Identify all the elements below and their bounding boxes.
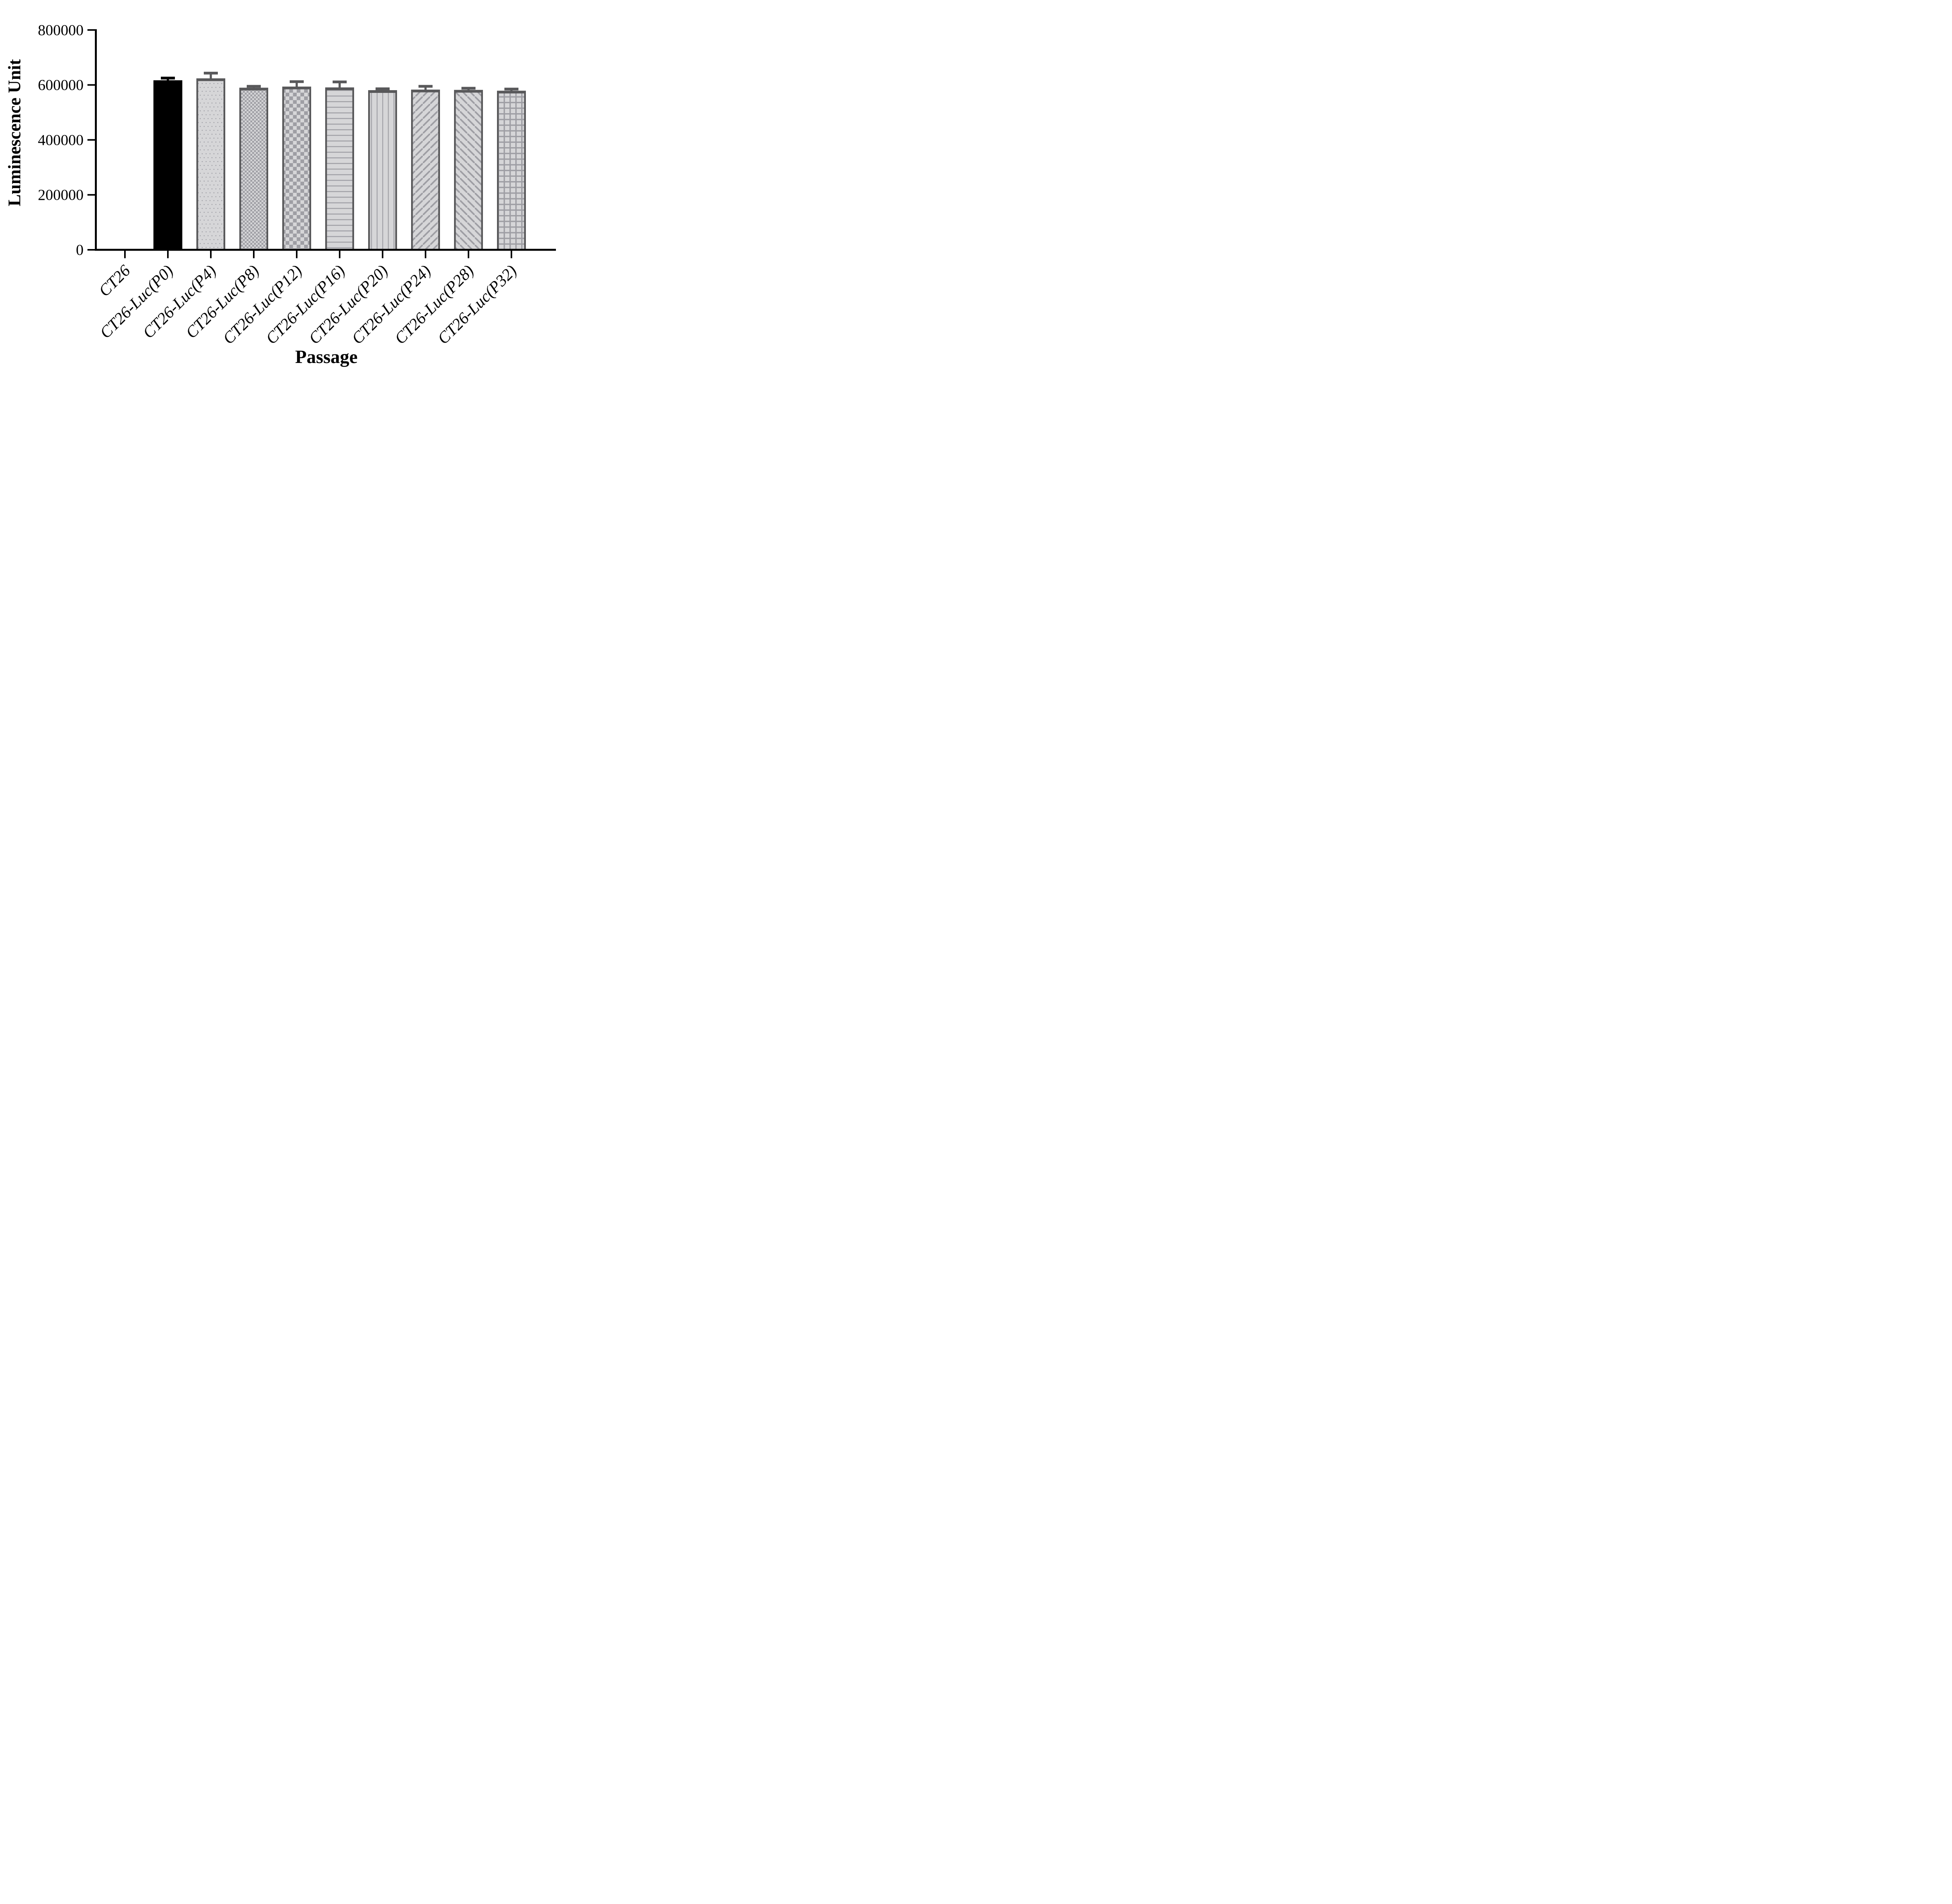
y-axis-title: Luminescence Unit: [4, 59, 24, 206]
bar-chart: 0 200000 400000 600000 800000 CT26CT26-Luc(P0…: [4, 22, 556, 367]
error-bar-cap: [376, 87, 390, 90]
y-tick-label: 400000: [38, 132, 84, 148]
y-tick-label: 200000: [38, 187, 84, 203]
x-tick: [382, 251, 383, 258]
error-bar-cap: [461, 87, 476, 90]
bar-fill-pattern: [456, 93, 481, 249]
bar-group-CT26-Luc(P8): [239, 85, 268, 250]
error-bar-stem: [424, 86, 427, 93]
bar-fill-pattern: [241, 90, 267, 249]
bar-group-CT26-Luc(P32): [497, 87, 526, 250]
bar-group-CT26-Luc(P16): [325, 80, 354, 250]
error-bar-cap: [161, 77, 175, 80]
x-category-label-CT26-Luc(P4): CT26-Luc(P4): [139, 262, 220, 342]
y-tick: [87, 139, 95, 141]
x-tick: [253, 251, 255, 258]
x-category-label-CT26-Luc(P32): CT26-Luc(P32): [434, 262, 520, 348]
error-bar-cap: [504, 87, 518, 91]
y-tick: [87, 29, 95, 31]
error-bar-cap: [204, 71, 218, 75]
error-bar-cap: [290, 80, 304, 83]
x-category-label-CT26-Luc(P0): CT26-Luc(P0): [96, 262, 177, 342]
bar-CT26-Luc(P0): [153, 80, 182, 250]
y-tick-label: 600000: [38, 77, 84, 94]
x-category-label-CT26: CT26: [96, 262, 134, 301]
bar-fill-pattern: [198, 81, 224, 249]
error-bar-stem: [338, 82, 341, 90]
error-bar-stem: [210, 73, 212, 81]
y-tick: [87, 249, 95, 251]
bar-fill-pattern: [327, 90, 353, 249]
y-tick: [87, 84, 95, 86]
y-tick-label: 0: [76, 242, 84, 258]
x-tick: [167, 251, 169, 258]
bar-fill-pattern: [284, 89, 310, 249]
x-tick: [210, 251, 212, 258]
error-bar-stem: [296, 82, 298, 89]
y-tick: [87, 194, 95, 196]
x-tick: [511, 251, 512, 258]
figure: 0 200000 400000 600000 800000 CT26 CT26-Luc(P0…: [0, 0, 561, 381]
bar-fill-pattern: [499, 93, 524, 249]
axes-layer: [87, 29, 556, 258]
error-bar-cap: [333, 80, 347, 84]
y-axis-line: [95, 29, 97, 251]
x-tick: [425, 251, 426, 258]
bar-group-CT26-Luc(P28): [454, 87, 483, 250]
x-axis-title: Passage: [295, 347, 358, 367]
bar-group-CT26-Luc(P0): [153, 77, 182, 250]
x-tick: [296, 251, 297, 258]
x-axis-line: [95, 249, 556, 251]
x-tick: [468, 251, 469, 258]
bar-fill-pattern: [370, 93, 395, 249]
bar-fill-pattern: [413, 92, 438, 249]
x-tick: [339, 251, 340, 258]
bar-group-CT26-Luc(P20): [368, 87, 397, 250]
error-bar-cap: [247, 85, 261, 88]
bar-group-CT26-Luc(P12): [282, 80, 311, 250]
y-tick-label: 800000: [38, 22, 84, 39]
x-category-label-CT26-Luc(P8): CT26-Luc(P8): [182, 262, 263, 342]
bar-group-CT26-Luc(P24): [411, 85, 440, 250]
error-bar-cap: [419, 85, 433, 88]
x-tick: [124, 251, 126, 258]
bars-layer: [153, 71, 526, 250]
bar-group-CT26-Luc(P4): [196, 71, 225, 250]
labels-layer: 0 200000 400000 600000 800000 CT26CT26-Luc(P0…: [38, 22, 520, 348]
